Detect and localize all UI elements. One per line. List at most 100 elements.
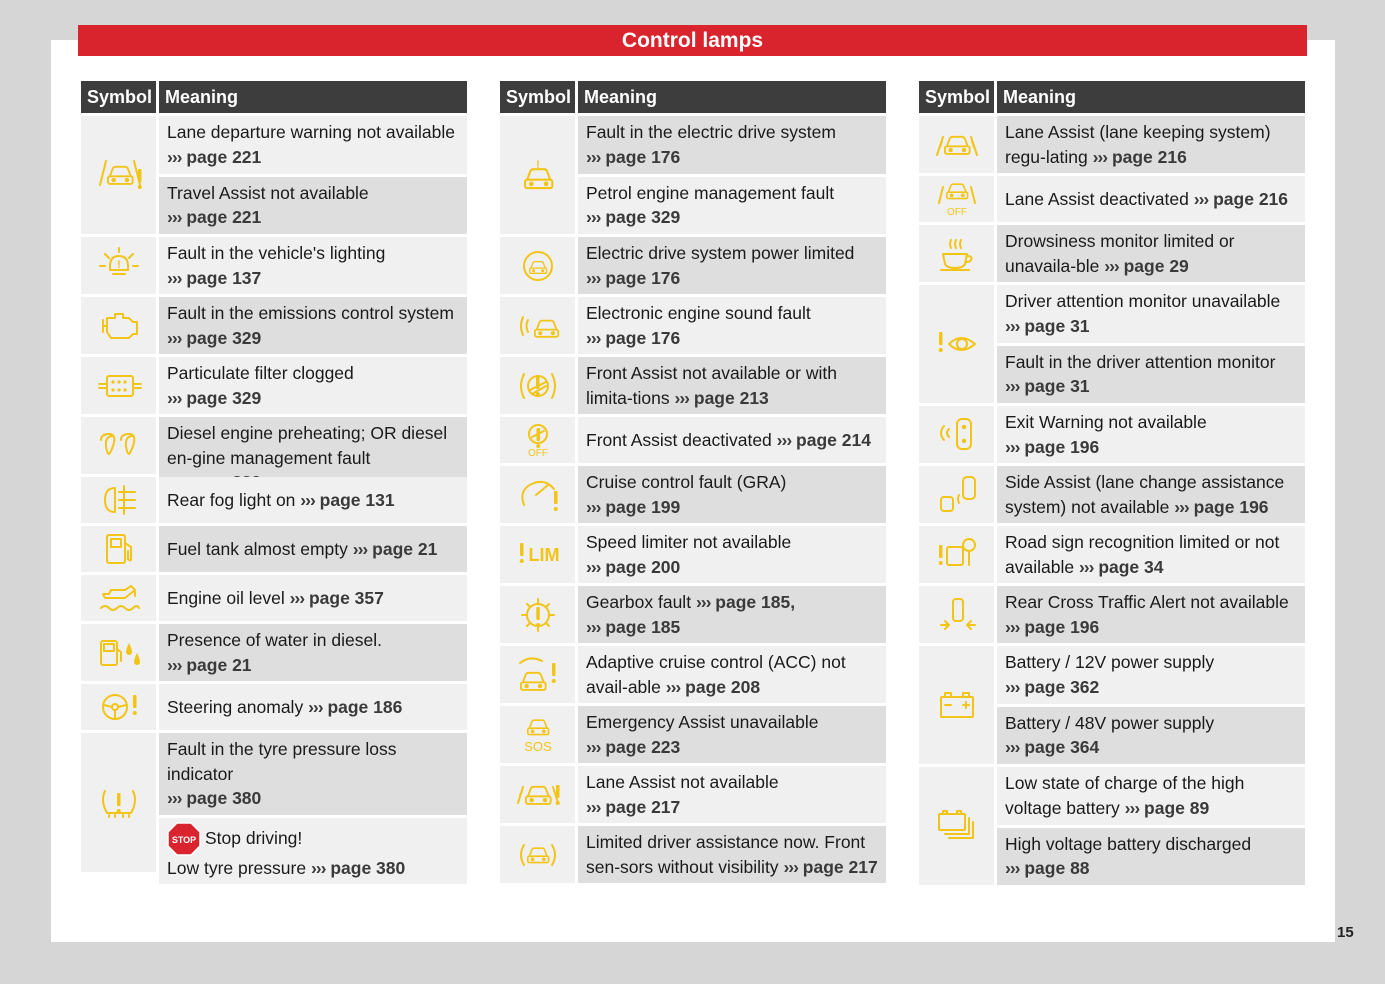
steering-anomaly-icon <box>101 694 137 720</box>
symbol-cell <box>919 225 997 282</box>
page-reference[interactable]: ››› page 329 <box>586 207 681 228</box>
symbol-cell <box>919 406 997 463</box>
emergency-assist-icon: SOS <box>524 718 552 754</box>
page-reference[interactable]: ››› page 196 <box>1005 616 1100 637</box>
high-voltage-battery-icon <box>937 810 974 839</box>
meaning-text: Lane Assist deactivated <box>1005 188 1189 209</box>
page-reference[interactable]: ››› page 34 <box>1078 556 1164 577</box>
symbol-column-header: Symbol <box>87 87 153 107</box>
meaning-cell: Driver attention monitor unavailable ››› … <box>997 285 1305 343</box>
meaning-text: Speed limiter not available <box>586 532 792 552</box>
symbol-cell <box>919 285 997 403</box>
page-reference[interactable]: ››› page 185 <box>586 616 681 637</box>
page-reference[interactable]: ››› page 329 <box>167 327 262 348</box>
symbol-cell <box>81 417 159 474</box>
meaning-text: Engine oil level <box>167 587 285 608</box>
symbol-cell <box>500 237 578 294</box>
meaning-cell: Fault in the driver attention monitor ›››… <box>997 342 1305 403</box>
symbol-cell: OFF <box>500 417 578 463</box>
page-reference[interactable]: ››› page 21 <box>167 654 252 675</box>
meaning-text: Fuel tank almost empty <box>167 538 348 559</box>
lamp-group: Road sign recognition limited or not ava… <box>919 523 1305 583</box>
page-reference[interactable]: ››› page 364 <box>1005 737 1100 758</box>
page-reference[interactable]: ››› page 216 <box>1092 146 1187 167</box>
symbol-cell: LIM <box>500 526 578 583</box>
page-reference[interactable]: ››› page 29 <box>1104 255 1189 276</box>
meaning-cell: Low state of charge of the high voltage … <box>997 767 1305 825</box>
symbol-cell <box>919 526 997 583</box>
page-reference[interactable]: ››› page 216 <box>1193 188 1289 209</box>
lamp-group: Diesel engine preheating; OR diesel en-g… <box>81 414 467 499</box>
page-reference[interactable]: ››› page 221 <box>167 146 262 167</box>
meaning-text: Emergency Assist unavailable <box>586 712 819 732</box>
meaning-text: Electronic engine sound fault <box>586 303 811 323</box>
lamp-group: Electronic engine sound fault ››› page 17… <box>500 294 886 354</box>
limited-driver-assistance-icon <box>519 843 556 866</box>
page-reference[interactable]: ››› page 213 <box>674 387 769 408</box>
page-reference[interactable]: ››› page 208 <box>665 676 761 697</box>
page-reference[interactable]: ››› page 186 <box>308 696 403 717</box>
page-reference[interactable]: ››› page 380 <box>310 857 406 878</box>
page-reference[interactable]: ››› page 21 <box>352 538 438 559</box>
front-assist-off-icon: OFF <box>527 424 548 459</box>
lamp-group: Fault in the emissions control system ›››… <box>81 294 467 354</box>
lamp-group: OFF Front Assist deactivated ››› page 214 <box>500 414 886 463</box>
page-reference[interactable]: ››› page 196 <box>1005 436 1100 457</box>
page-reference[interactable]: ››› page 89 <box>1124 797 1210 818</box>
meaning-text: Road sign recognition limited or not ava… <box>1005 532 1280 577</box>
page-reference[interactable]: ››› page 329 <box>167 387 262 408</box>
meaning-cell: Particulate filter clogged ››› page 329 <box>159 357 467 414</box>
particulate-filter-icon <box>97 374 142 397</box>
page-title: Control lamps <box>78 25 1307 56</box>
rear-cross-traffic-icon <box>939 597 976 630</box>
page-reference[interactable]: ››› page 362 <box>1005 676 1100 697</box>
page-reference[interactable]: ››› page 185, <box>695 592 796 612</box>
lamp-group: Lane Assist (lane keeping system) regu-l… <box>919 113 1305 173</box>
lamp-group: Adaptive cruise control (ACC) not avail-… <box>500 643 886 703</box>
page-reference[interactable]: ››› page 176 <box>586 327 681 348</box>
meaning-cell: Lane Assist not available ››› page 217 <box>578 766 886 823</box>
page-reference[interactable]: ››› page 31 <box>1005 315 1090 336</box>
meaning-text: Drowsiness monitor limited or unavaila-b… <box>1005 231 1235 276</box>
symbol-cell: ! <box>81 237 159 294</box>
page-reference[interactable]: ››› page 88 <box>1005 858 1090 879</box>
side-assist-icon <box>939 475 976 512</box>
page-reference[interactable]: ››› page 217 <box>783 856 878 877</box>
stop-sign-icon: STOP <box>167 821 201 856</box>
symbol-column-header: Symbol <box>925 87 991 107</box>
meaning-text: Lane Assist not available <box>586 772 779 792</box>
page-reference[interactable]: ››› page 217 <box>586 796 681 817</box>
page-reference[interactable]: ››› page 357 <box>289 587 384 608</box>
meaning-text: Lane departure warning not available <box>167 122 455 143</box>
meaning-text: Adaptive cruise control (ACC) not avail-… <box>586 652 846 697</box>
page-reference[interactable]: ››› page 221 <box>167 207 262 228</box>
table-header: Symbol Meaning <box>919 81 1305 113</box>
lane-assist-off-icon: OFF <box>937 183 976 218</box>
meaning-cell: Limited driver assistance now. Front sen… <box>578 826 886 883</box>
page-reference[interactable]: ››› page 176 <box>586 146 681 167</box>
page-reference[interactable]: ››› page 176 <box>586 267 681 288</box>
svg-text:OFF: OFF <box>947 207 967 218</box>
page-reference[interactable]: ››› page 199 <box>586 496 681 517</box>
page-reference[interactable]: ››› page 200 <box>586 556 681 577</box>
meaning-cell: Gearbox fault ››› page 185, ››› page 185 <box>578 586 886 643</box>
symbol-cell <box>500 646 578 703</box>
symbol-cell <box>81 684 159 730</box>
meaning-column-header: Meaning <box>156 81 467 113</box>
lamp-group: Rear fog light on ››› page 131 <box>81 474 467 523</box>
page-reference[interactable]: ››› page 214 <box>776 429 871 450</box>
symbol-cell <box>81 526 159 572</box>
page-reference[interactable]: ››› page 137 <box>167 267 262 288</box>
page-reference[interactable]: ››› page 196 <box>1174 496 1269 517</box>
page-reference[interactable]: ››› page 223 <box>586 736 681 757</box>
meaning-cell: STOP Stop driving! Low tyre pressure ››› p… <box>159 814 467 884</box>
lamp-group: Fault in the tyre pressure loss indicato… <box>81 730 467 884</box>
fuel-pump-icon <box>105 534 132 564</box>
page-reference[interactable]: ››› page 131 <box>300 489 395 510</box>
cruise-control-icon <box>520 480 558 511</box>
page-reference[interactable]: ››› page 31 <box>1005 376 1090 397</box>
front-assist-icon <box>519 372 556 399</box>
page-reference[interactable]: ››› page 380 <box>167 788 262 808</box>
meaning-cell: Rear Cross Traffic Alert not available ››… <box>997 586 1305 643</box>
meaning-cell: Fault in the tyre pressure loss indicato… <box>159 733 467 815</box>
